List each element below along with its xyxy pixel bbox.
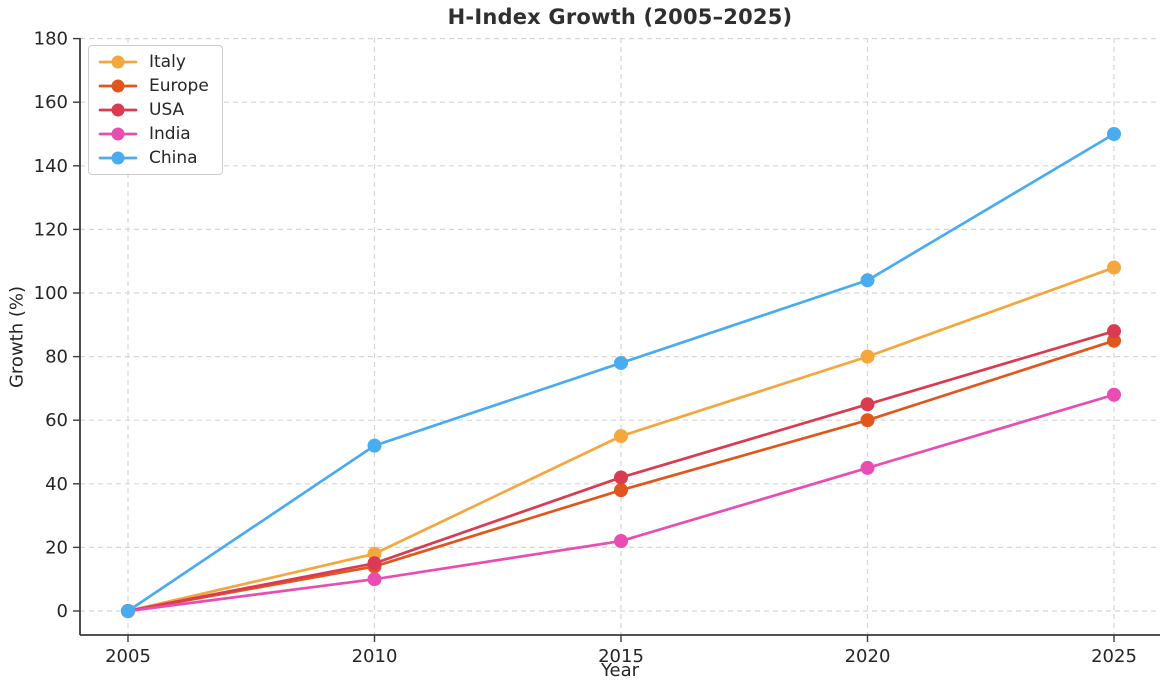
legend-item-usa: USA [98, 100, 209, 120]
y-tick-label: 60 [45, 410, 68, 431]
data-point-usa-2025 [1107, 324, 1121, 339]
data-point-india-2025 [1107, 387, 1121, 402]
legend-label: Italy [149, 52, 186, 72]
data-point-china-2020 [860, 273, 875, 288]
legend-item-china: China [98, 148, 209, 168]
x-tick-label: 2015 [598, 646, 644, 667]
data-point-italy-2020 [860, 349, 875, 364]
legend-item-italy: Italy [98, 52, 209, 72]
y-tick-label: 180 [34, 29, 68, 50]
x-tick-label: 2020 [845, 646, 891, 667]
y-tick-label: 160 [34, 92, 68, 113]
data-point-europe-2020 [860, 413, 875, 428]
legend-item-europe: Europe [98, 76, 209, 96]
data-point-usa-2010 [367, 556, 382, 571]
data-point-china-2005 [121, 604, 135, 618]
x-tick-label: 2025 [1091, 646, 1137, 667]
chart-title: H-Index Growth (2005–2025) [447, 5, 793, 29]
legend-label: USA [149, 100, 185, 120]
y-tick-label: 20 [45, 537, 68, 558]
x-axis-label: Year [600, 660, 640, 681]
data-point-india-2020 [860, 460, 875, 475]
y-tick-label: 80 [45, 347, 68, 368]
y-tick-label: 40 [45, 474, 68, 495]
y-tick-label: 100 [34, 283, 68, 304]
legend-item-india: India [98, 124, 209, 144]
y-axis-label: Growth (%) [6, 285, 28, 389]
legend: Italy Europe USA India China [88, 45, 223, 175]
data-point-italy-2025 [1107, 260, 1121, 275]
x-tick-label: 2005 [105, 646, 151, 667]
x-tick-label: 2010 [352, 646, 398, 667]
data-point-china-2010 [367, 438, 382, 453]
legend-marker-india-icon [98, 127, 138, 141]
data-point-europe-2015 [614, 483, 628, 498]
y-tick-label: 0 [57, 601, 68, 622]
data-point-italy-2015 [614, 429, 628, 444]
y-tick-label: 140 [34, 156, 68, 177]
legend-marker-italy-icon [98, 55, 138, 69]
legend-label: China [149, 148, 198, 168]
legend-label: Europe [149, 76, 209, 96]
legend-marker-europe-icon [98, 79, 138, 93]
legend-label: India [149, 124, 191, 144]
legend-marker-usa-icon [98, 103, 138, 117]
data-point-usa-2015 [614, 470, 628, 485]
data-point-china-2015 [614, 355, 628, 370]
legend-marker-china-icon [98, 151, 138, 165]
data-point-india-2010 [367, 572, 382, 587]
y-tick-label: 120 [34, 219, 68, 240]
data-point-china-2025 [1107, 127, 1121, 141]
data-point-usa-2020 [860, 397, 875, 412]
data-point-india-2015 [614, 534, 628, 549]
